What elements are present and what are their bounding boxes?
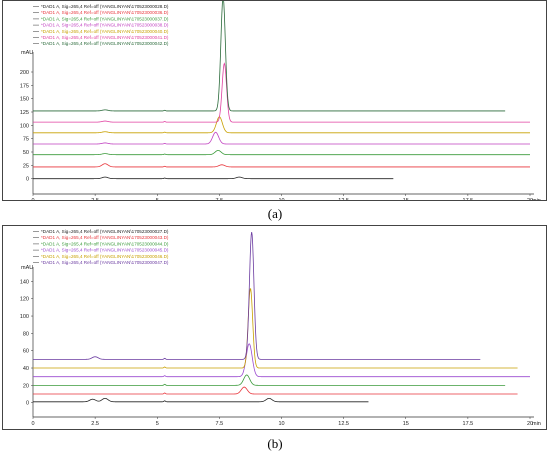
- y-tick-label: 20: [23, 383, 29, 389]
- trace-1: [33, 397, 369, 403]
- trace-6: [33, 62, 530, 123]
- legend-entry: *DAD1 A, Sig=265,4 Ref=off (YANGLINYAN\1…: [41, 23, 169, 28]
- legend-entry: *DAD1 A, Sig=265,4 Ref=off (YANGLINYAN\1…: [41, 241, 169, 246]
- x-axis-label: min: [532, 421, 541, 427]
- x-tick-label: 15: [403, 198, 409, 200]
- x-tick-label: 0: [31, 421, 34, 427]
- y-tick-label: 175: [20, 83, 29, 89]
- caption-b: (b): [267, 436, 283, 451]
- x-tick-label: 7.5: [216, 421, 224, 427]
- y-tick-label: 40: [23, 366, 29, 372]
- x-tick-label: 10: [278, 198, 284, 200]
- x-tick-label: 20: [527, 421, 533, 427]
- legend-entry: *DAD1 A, Sig=265,4 Ref=off (YANGLINYAN\1…: [41, 16, 169, 21]
- x-tick-label: 12.5: [338, 421, 349, 427]
- legend-entry: *DAD1 A, Sig=265,4 Ref=off (YANGLINYAN\1…: [41, 29, 169, 34]
- legend-entry: *DAD1 A, Sig=265,4 Ref=off (YANGLINYAN\1…: [41, 229, 169, 234]
- trace-5: [33, 288, 518, 369]
- x-tick-label: 12.5: [338, 198, 349, 200]
- legend-entry: *DAD1 A, Sig=265,4 Ref=off (YANGLINYAN\1…: [41, 254, 169, 259]
- y-tick-label: 75: [23, 137, 29, 143]
- y-tick-label: 0: [26, 177, 29, 183]
- legend-entry: *DAD1 A, Sig=265,4 Ref=off (YANGLINYAN\1…: [41, 248, 169, 253]
- chromatogram-panel-a: *DAD1 A, Sig=265,4 Ref=off (YANGLINYAN\1…: [2, 0, 547, 201]
- y-tick-label: 50: [23, 150, 29, 156]
- trace-2: [33, 386, 518, 395]
- x-tick-label: 20: [527, 198, 533, 200]
- trace-4: [33, 343, 530, 378]
- x-axis-label: min: [532, 198, 541, 200]
- x-tick-label: 7.5: [216, 198, 224, 200]
- x-tick-label: 0: [31, 198, 34, 200]
- trace-3: [33, 374, 506, 386]
- y-tick-label: 140: [20, 279, 29, 285]
- chromatogram-a-svg: *DAD1 A, Sig=265,4 Ref=off (YANGLINYAN\1…: [20, 1, 541, 200]
- legend-entry: *DAD1 A, Sig=265,4 Ref=off (YANGLINYAN\1…: [41, 260, 169, 265]
- x-tick-label: 17.5: [463, 421, 474, 427]
- x-tick-label: 5: [156, 421, 159, 427]
- x-tick-label: 2.5: [91, 198, 99, 200]
- legend-entry: *DAD1 A, Sig=265,4 Ref=off (YANGLINYAN\1…: [41, 10, 169, 15]
- trace-5: [33, 116, 530, 134]
- chromatogram-b-svg: *DAD1 A, Sig=265,4 Ref=off (YANGLINYAN\1…: [20, 229, 541, 427]
- y-tick-label: 60: [23, 349, 29, 355]
- trace-6: [33, 231, 481, 360]
- y-tick-label: 120: [20, 297, 29, 303]
- trace-3: [33, 150, 530, 156]
- x-tick-label: 15: [403, 421, 409, 427]
- x-tick-label: 5: [156, 198, 159, 200]
- y-tick-label: 25: [23, 163, 29, 169]
- trace-2: [33, 163, 530, 168]
- y-axis-label: mAU: [21, 265, 33, 271]
- legend-entry: *DAD1 A, Sig=265,4 Ref=off (YANGLINYAN\1…: [41, 4, 169, 9]
- y-tick-label: 125: [20, 110, 29, 116]
- y-tick-label: 80: [23, 331, 29, 337]
- y-tick-label: 100: [20, 314, 29, 320]
- caption-a: (a): [267, 206, 283, 221]
- y-tick-label: 200: [20, 70, 29, 76]
- y-tick-label: 0: [26, 401, 29, 407]
- y-axis-label: mAU: [21, 50, 33, 56]
- legend-entry: *DAD1 A, Sig=265,4 Ref=off (YANGLINYAN\1…: [41, 235, 169, 240]
- trace-4: [33, 131, 530, 145]
- x-tick-label: 10: [278, 421, 284, 427]
- x-tick-label: 17.5: [463, 198, 474, 200]
- trace-7: [33, 1, 506, 112]
- chromatogram-panel-b: *DAD1 A, Sig=265,4 Ref=off (YANGLINYAN\1…: [2, 225, 547, 430]
- trace-1: [33, 176, 394, 180]
- y-tick-label: 150: [20, 97, 29, 103]
- legend-entry: *DAD1 A, Sig=265,4 Ref=off (YANGLINYAN\1…: [41, 35, 169, 40]
- legend-entry: *DAD1 A, Sig=265,4 Ref=off (YANGLINYAN\1…: [41, 41, 169, 46]
- y-tick-label: 100: [20, 123, 29, 129]
- x-tick-label: 2.5: [91, 421, 99, 427]
